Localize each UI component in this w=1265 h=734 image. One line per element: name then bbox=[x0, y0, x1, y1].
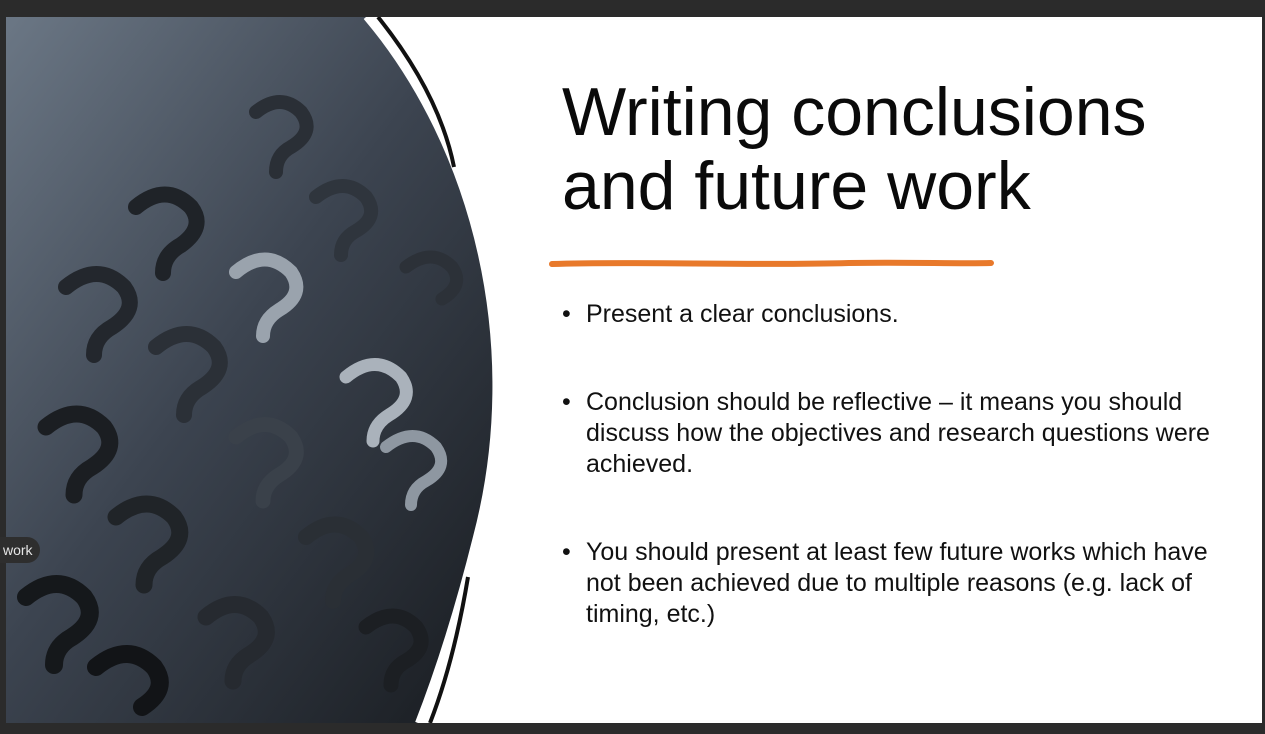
bullet-item: • You should present at least few future… bbox=[562, 537, 1222, 630]
bullet-item: • Conclusion should be reflective – it m… bbox=[562, 387, 1222, 480]
question-marks-photo bbox=[6, 17, 499, 723]
slide-title-line-2: and future work bbox=[562, 148, 1031, 224]
accent-underline bbox=[549, 259, 994, 267]
bullet-marker: • bbox=[562, 538, 571, 566]
bullet-text: You should present at least few future w… bbox=[586, 538, 1208, 628]
bullet-marker: • bbox=[562, 388, 571, 416]
slide-title: Writing conclusions and future work bbox=[562, 75, 1242, 223]
bullet-text: Conclusion should be reflective – it mea… bbox=[586, 388, 1210, 478]
bullet-list: • Present a clear conclusions. • Conclus… bbox=[562, 299, 1222, 630]
hover-tooltip: work bbox=[0, 537, 40, 563]
slide-canvas: Writing conclusions and future work • Pr… bbox=[6, 17, 1262, 723]
tooltip-text: work bbox=[3, 542, 33, 558]
bullet-item: • Present a clear conclusions. bbox=[562, 299, 1222, 330]
slide-title-line-1: Writing conclusions bbox=[562, 74, 1147, 150]
bullet-text: Present a clear conclusions. bbox=[586, 300, 899, 328]
bullet-marker: • bbox=[562, 300, 571, 328]
